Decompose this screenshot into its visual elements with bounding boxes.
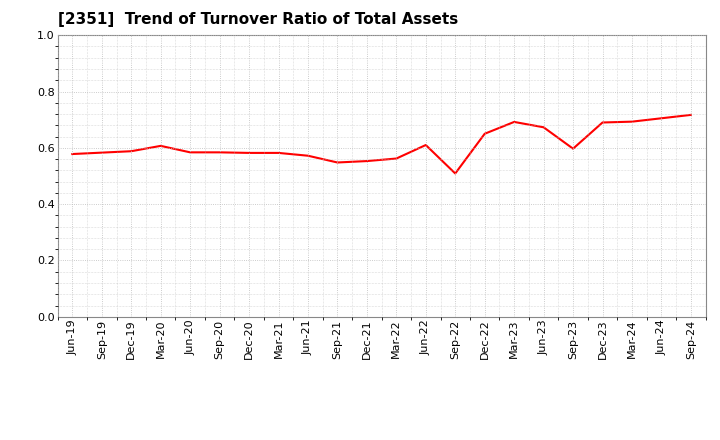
Text: [2351]  Trend of Turnover Ratio of Total Assets: [2351] Trend of Turnover Ratio of Total …	[58, 12, 458, 27]
